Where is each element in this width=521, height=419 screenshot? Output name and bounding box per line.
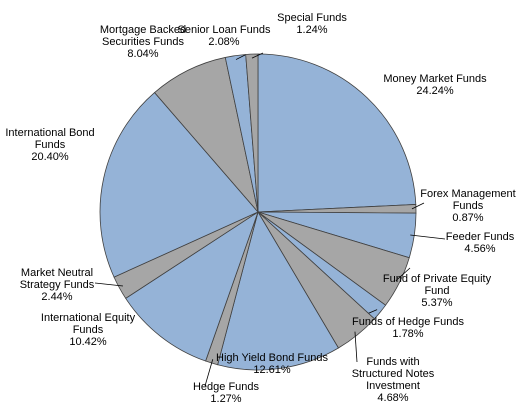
- category-name: Special Funds: [277, 12, 347, 24]
- value-label: 10.42%: [69, 336, 107, 348]
- slice-label: Mortgage Backed Securities Funds 8.04%: [93, 24, 193, 60]
- category-name: Fund of Private Equity Fund: [382, 273, 492, 297]
- category-name: Mortgage Backed Securities Funds: [99, 24, 187, 48]
- pie-slice: [245, 53, 259, 213]
- value-label: 8.04%: [127, 48, 159, 60]
- value-label: 1.27%: [210, 393, 242, 405]
- leader-line: [354, 331, 358, 363]
- slice-label: Funds with Structured Notes Investment 4.…: [348, 356, 438, 404]
- category-name: Hedge Funds: [192, 381, 260, 393]
- slice-label: International Bond Funds 20.40%: [0, 127, 100, 163]
- value-label: 1.78%: [392, 328, 424, 340]
- value-label: 4.68%: [377, 392, 409, 404]
- value-label: 4.56%: [464, 243, 496, 255]
- category-name: International Bond Funds: [5, 127, 95, 151]
- slice-label: Funds of Hedge Funds 1.78%: [348, 316, 468, 340]
- category-name: Market Neutral Strategy Funds: [19, 267, 95, 291]
- value-label: 1.24%: [296, 24, 328, 36]
- category-name: Funds with Structured Notes Investment: [351, 356, 435, 392]
- slice-label: Hedge Funds 1.27%: [176, 381, 276, 405]
- category-name: International Equity Funds: [40, 312, 136, 336]
- value-label: 5.37%: [421, 297, 453, 309]
- leader-line: [235, 54, 246, 60]
- slice-label: High Yield Bond Funds 12.61%: [197, 352, 347, 376]
- value-label: 2.44%: [41, 291, 73, 303]
- value-label: 20.40%: [31, 151, 69, 163]
- slice-label: Feeder Funds 4.56%: [440, 231, 520, 255]
- pie-slice: [99, 92, 259, 278]
- value-label: 2.08%: [208, 36, 240, 48]
- pie-slice: [257, 53, 417, 213]
- leader-line: [251, 52, 264, 59]
- category-name: Feeder Funds: [445, 231, 515, 243]
- category-name: Money Market Funds: [383, 73, 487, 85]
- pie-slice: [125, 211, 259, 362]
- slice-label: Senior Loan Funds 2.08%: [174, 24, 274, 48]
- category-name: Forex Management Funds: [420, 188, 516, 212]
- leader-line: [94, 282, 123, 287]
- slice-label: Money Market Funds 24.24%: [370, 73, 500, 97]
- slice-label: International Equity Funds 10.42%: [33, 312, 143, 348]
- leader-line: [204, 359, 214, 387]
- slice-label: Forex Management Funds 0.87%: [418, 188, 518, 224]
- category-name: High Yield Bond Funds: [216, 352, 328, 364]
- slice-label: Special Funds 1.24%: [262, 12, 362, 36]
- leader-line: [395, 267, 411, 281]
- leader-line: [410, 234, 446, 240]
- value-label: 0.87%: [452, 212, 484, 224]
- category-name: Funds of Hedge Funds: [352, 316, 464, 328]
- value-label: 12.61%: [253, 364, 291, 376]
- leader-line: [411, 202, 425, 210]
- category-name: Senior Loan Funds: [177, 24, 271, 36]
- slice-label: Fund of Private Equity Fund 5.37%: [377, 273, 497, 309]
- slice-label: Market Neutral Strategy Funds 2.44%: [12, 267, 102, 303]
- value-label: 24.24%: [416, 85, 454, 97]
